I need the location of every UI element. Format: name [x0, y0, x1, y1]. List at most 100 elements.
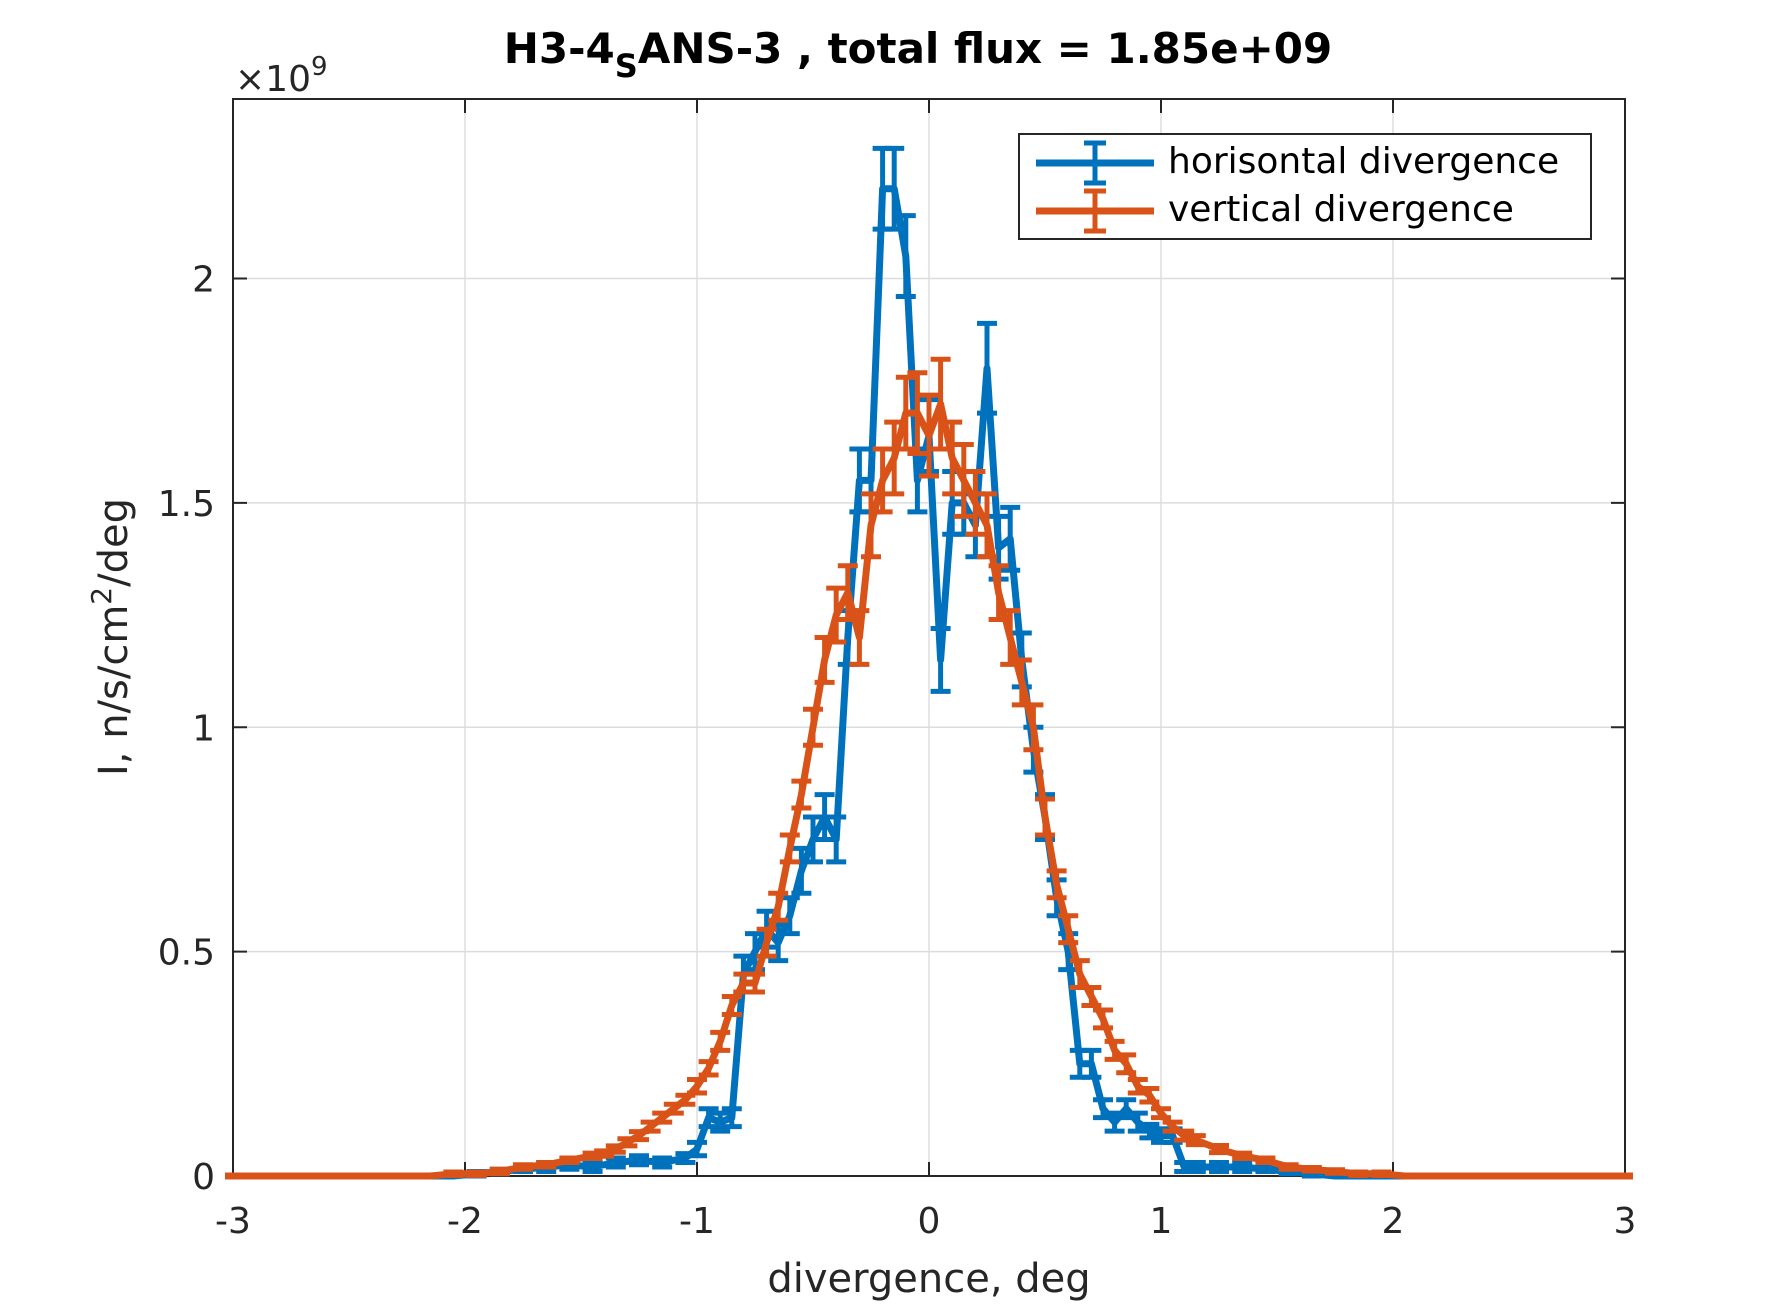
error-bar	[1139, 1085, 1160, 1105]
error-bar	[803, 814, 823, 865]
x-tick-label: 2	[1382, 1201, 1405, 1242]
error-bar	[826, 814, 847, 865]
error-bar	[1104, 1110, 1125, 1134]
series-layer	[225, 145, 1633, 1180]
error-bar	[884, 419, 905, 497]
error-bar	[907, 370, 928, 457]
error-bar	[687, 1077, 707, 1096]
error-bar	[791, 845, 812, 896]
error-bar	[1325, 1167, 1345, 1176]
error-bar	[942, 419, 963, 497]
x-tick-labels: -3 -2 -1 0 1 2 3	[215, 1201, 1636, 1242]
y-tick-label: 1	[192, 708, 215, 749]
error-bar	[977, 320, 997, 416]
y-tick-label: 1.5	[158, 484, 215, 525]
error-bar	[1209, 1160, 1229, 1175]
error-bar	[1116, 1097, 1137, 1121]
error-bar	[1174, 1128, 1195, 1143]
error-bar	[849, 608, 870, 667]
error-bar	[1185, 1133, 1206, 1148]
legend-box	[1018, 133, 1592, 240]
error-bar	[1255, 1164, 1276, 1175]
error-bar	[536, 1160, 557, 1170]
error-bar	[756, 926, 777, 959]
legend-label-vertical: vertical divergence	[1168, 189, 1514, 230]
error-bar	[803, 706, 823, 748]
error-bar	[814, 792, 835, 842]
grid	[233, 99, 1625, 1176]
error-bar	[861, 491, 881, 560]
error-bar	[443, 1169, 464, 1179]
error-bar	[721, 994, 742, 1017]
error-bar	[814, 635, 835, 685]
legend-label-horisontal: horisontal divergence	[1168, 141, 1559, 182]
error-bar	[837, 563, 858, 623]
error-bar	[895, 374, 916, 452]
error-bar	[1232, 1150, 1253, 1161]
error-bar	[489, 1166, 510, 1177]
error-bar	[1139, 1121, 1160, 1141]
error-bar	[779, 832, 800, 865]
error-bar	[930, 626, 951, 694]
error-bar	[1000, 504, 1021, 573]
error-bar	[895, 213, 916, 299]
error-bar	[1046, 868, 1067, 901]
x-tick-label: -2	[447, 1201, 483, 1242]
error-bar	[1116, 1052, 1137, 1076]
y-tick-label: 0.5	[158, 933, 215, 974]
error-bar	[1058, 913, 1079, 946]
x-axis-label: divergence, deg	[767, 1256, 1090, 1302]
error-bar	[791, 778, 812, 811]
error-bar	[1371, 1169, 1392, 1179]
error-bar	[1000, 608, 1021, 667]
y-tick-label: 2	[192, 260, 215, 301]
error-bar	[1035, 796, 1055, 838]
error-bar	[953, 442, 974, 519]
x-tick-label: -1	[679, 1201, 715, 1242]
error-bar	[745, 971, 765, 995]
error-bar	[1093, 1007, 1113, 1031]
series-vertical	[225, 356, 1633, 1180]
error-bar	[559, 1155, 580, 1166]
legend: horisontal divergence vertical divergenc…	[1018, 133, 1592, 240]
error-bar	[1151, 1106, 1171, 1121]
error-bar	[1104, 1038, 1125, 1062]
error-bar	[1023, 702, 1044, 753]
error-bar	[698, 1106, 719, 1130]
error-bar	[1127, 1110, 1148, 1134]
error-bar	[1081, 1047, 1102, 1080]
error-bar	[1093, 1097, 1113, 1121]
error-bar	[988, 563, 1009, 623]
x-tick-label: 3	[1614, 1201, 1637, 1242]
y-axis-label: I, n/s/cm2/deg	[85, 498, 137, 776]
error-bar	[629, 1153, 649, 1168]
legend-swatch-vertical	[1036, 188, 1154, 234]
y-tick-labels: 0 0.5 1 1.5 2	[158, 260, 215, 1199]
error-bar	[675, 1092, 696, 1107]
error-bar	[710, 1110, 731, 1134]
error-bar	[826, 585, 847, 645]
chart-title: H3-4SANS-3 , total flux = 1.85e+09	[504, 24, 1333, 85]
error-bar	[1348, 1169, 1369, 1179]
error-bar	[652, 1155, 673, 1170]
error-bar	[977, 491, 997, 560]
error-bar	[687, 1139, 707, 1159]
y-multiplier: ×109	[235, 52, 328, 100]
error-bar	[721, 1106, 742, 1130]
error-bar	[582, 1160, 603, 1175]
error-bar	[872, 446, 893, 515]
series-line	[225, 400, 1633, 1180]
error-bar	[1127, 1077, 1148, 1096]
error-bar	[768, 890, 789, 923]
error-bar	[884, 145, 905, 232]
legend-swatches	[1036, 140, 1154, 234]
error-bar	[710, 1029, 731, 1053]
error-bar	[1081, 985, 1102, 1008]
error-bar	[919, 392, 939, 479]
legend-swatch-horisontal	[1036, 140, 1154, 186]
x-tick-label: 1	[1150, 1201, 1173, 1242]
error-bar	[1209, 1142, 1229, 1156]
error-bar	[1255, 1155, 1276, 1166]
error-bar	[1278, 1162, 1299, 1172]
